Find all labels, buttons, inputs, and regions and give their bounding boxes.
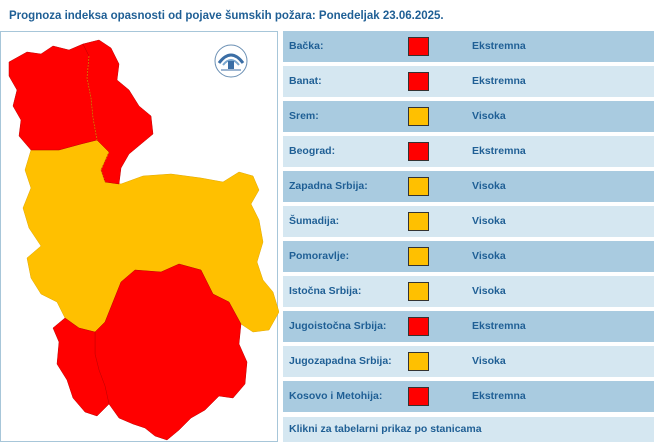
region-name: Kosovo i Metohija: xyxy=(289,390,383,402)
risk-color-swatch xyxy=(408,387,429,406)
risk-level: Ekstremna xyxy=(472,390,526,402)
table-row: Pomoravlje: Visoka xyxy=(283,241,654,272)
risk-color-swatch xyxy=(408,352,429,371)
region-name: Šumadija: xyxy=(289,215,340,227)
region-name: Jugoistočna Srbija: xyxy=(289,320,387,332)
map-region-kosovo[interactable] xyxy=(52,317,110,417)
station-table-link-row[interactable]: Klikni za tabelarni prikaz po stanicama xyxy=(283,417,654,442)
region-risk-table: Bačka: Ekstremna Banat: Ekstremna Srem: … xyxy=(283,31,654,442)
risk-level: Ekstremna xyxy=(472,75,526,87)
map-region-central[interactable] xyxy=(22,139,279,333)
risk-color-swatch xyxy=(408,247,429,266)
table-row: Šumadija: Visoka xyxy=(283,206,654,237)
risk-color-swatch xyxy=(408,177,429,196)
page-title: Prognoza indeksa opasnosti od pojave šum… xyxy=(9,10,444,22)
risk-level: Ekstremna xyxy=(472,40,526,52)
region-name: Bačka: xyxy=(289,40,324,52)
map-border-lines xyxy=(86,55,110,183)
risk-color-swatch xyxy=(408,37,429,56)
serbia-map xyxy=(8,39,279,441)
table-row: Jugoistočna Srbija: Ekstremna xyxy=(283,311,654,342)
risk-color-swatch xyxy=(408,317,429,336)
risk-color-swatch xyxy=(408,282,429,301)
table-row: Srem: Visoka xyxy=(283,101,654,132)
region-name: Pomoravlje: xyxy=(289,250,350,262)
fire-risk-map xyxy=(0,31,279,442)
region-name: Srem: xyxy=(289,110,319,122)
station-table-link[interactable]: Klikni za tabelarni prikaz po stanicama xyxy=(289,423,482,435)
risk-level: Visoka xyxy=(472,215,506,227)
table-row: Istočna Srbija: Visoka xyxy=(283,276,654,307)
risk-level: Visoka xyxy=(472,110,506,122)
region-name: Jugozapadna Srbija: xyxy=(289,355,392,367)
region-name: Zapadna Srbija: xyxy=(289,180,368,192)
risk-level: Ekstremna xyxy=(472,145,526,157)
risk-color-swatch xyxy=(408,212,429,231)
region-name: Beograd: xyxy=(289,145,336,157)
table-row: Beograd: Ekstremna xyxy=(283,136,654,167)
risk-color-swatch xyxy=(408,72,429,91)
risk-level: Visoka xyxy=(472,250,506,262)
region-name: Istočna Srbija: xyxy=(289,285,362,297)
risk-color-swatch xyxy=(408,107,429,126)
risk-level: Ekstremna xyxy=(472,320,526,332)
rhmz-logo-icon xyxy=(213,43,249,79)
risk-level: Visoka xyxy=(472,285,506,297)
table-row: Banat: Ekstremna xyxy=(283,66,654,97)
risk-color-swatch xyxy=(408,142,429,161)
region-name: Banat: xyxy=(289,75,322,87)
risk-level: Visoka xyxy=(472,355,506,367)
table-row: Bačka: Ekstremna xyxy=(283,31,654,62)
table-row: Kosovo i Metohija: Ekstremna xyxy=(283,381,654,412)
table-row: Zapadna Srbija: Visoka xyxy=(283,171,654,202)
risk-level: Visoka xyxy=(472,180,506,192)
table-row: Jugozapadna Srbija: Visoka xyxy=(283,346,654,377)
map-region-backa[interactable] xyxy=(8,43,98,151)
